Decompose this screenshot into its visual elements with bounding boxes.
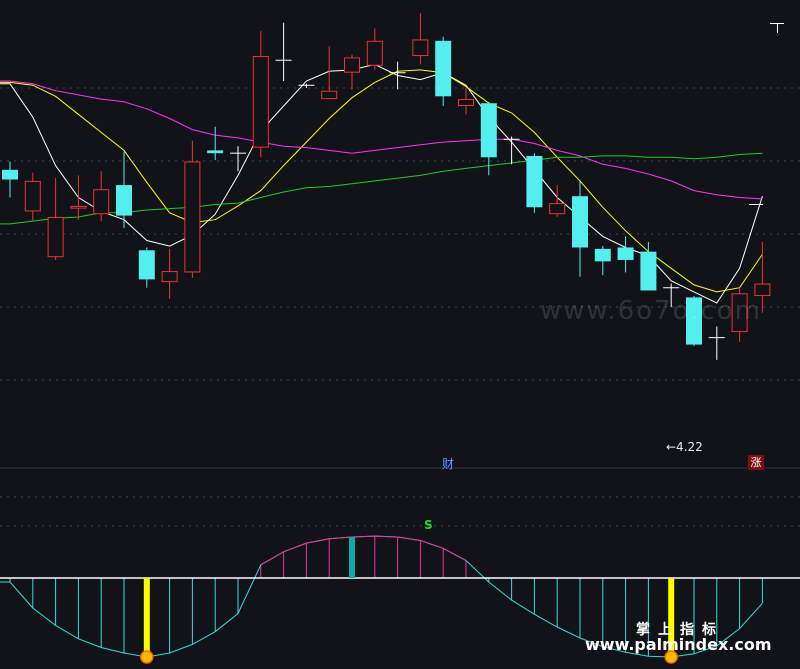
grid-lines (0, 87, 800, 527)
oscillator-panel (0, 535, 800, 664)
ma-line (0, 69, 763, 293)
candle-body (70, 205, 87, 209)
candles (2, 13, 771, 360)
candle-body (366, 40, 383, 66)
candle-body (435, 40, 452, 97)
candle-body (572, 196, 588, 248)
candle-body (754, 283, 771, 297)
buy-signal-bar (143, 578, 150, 657)
watermark-url: www.6o7o.com (540, 296, 762, 326)
candle-body (207, 150, 224, 154)
panel-corner-mark-stem (777, 23, 778, 33)
brand-name: 掌上指标 (636, 622, 724, 638)
candle-body (47, 216, 64, 258)
candle-body (731, 293, 748, 333)
right-price-mark (749, 204, 763, 205)
candle-body (617, 247, 634, 260)
low-price-marker: ←4.22 (666, 440, 703, 454)
candle-body (252, 56, 269, 148)
candle-body (344, 57, 360, 73)
candle-body (594, 248, 611, 262)
candle-body (458, 99, 474, 106)
limit-up-badge[interactable]: 涨 (748, 455, 764, 470)
ma-line (0, 80, 763, 200)
candle-body (526, 155, 543, 208)
sell-signal-label: S (424, 518, 433, 532)
finance-badge[interactable]: 财 (442, 457, 455, 471)
candle-body (412, 39, 429, 57)
buy-signal-bar (668, 578, 675, 657)
candle-body (2, 169, 18, 180)
brand-url: www.palmindex.com (585, 635, 772, 654)
candle-body (93, 189, 110, 215)
candle-body (161, 271, 178, 283)
sell-signal-bar (349, 536, 355, 578)
candle-body (321, 90, 338, 100)
candle-body (138, 250, 155, 280)
candle-body (184, 161, 201, 273)
candle-body (686, 297, 702, 345)
buy-signal-dot (664, 650, 678, 664)
oscillator-envelope-positive (260, 535, 467, 566)
candle-body (116, 185, 132, 216)
candle-body (549, 203, 566, 215)
candle-body (480, 103, 497, 158)
candle-body (24, 180, 41, 212)
candle-body (640, 251, 657, 291)
buy-signal-dot (140, 650, 154, 664)
ma-line (0, 152, 763, 225)
